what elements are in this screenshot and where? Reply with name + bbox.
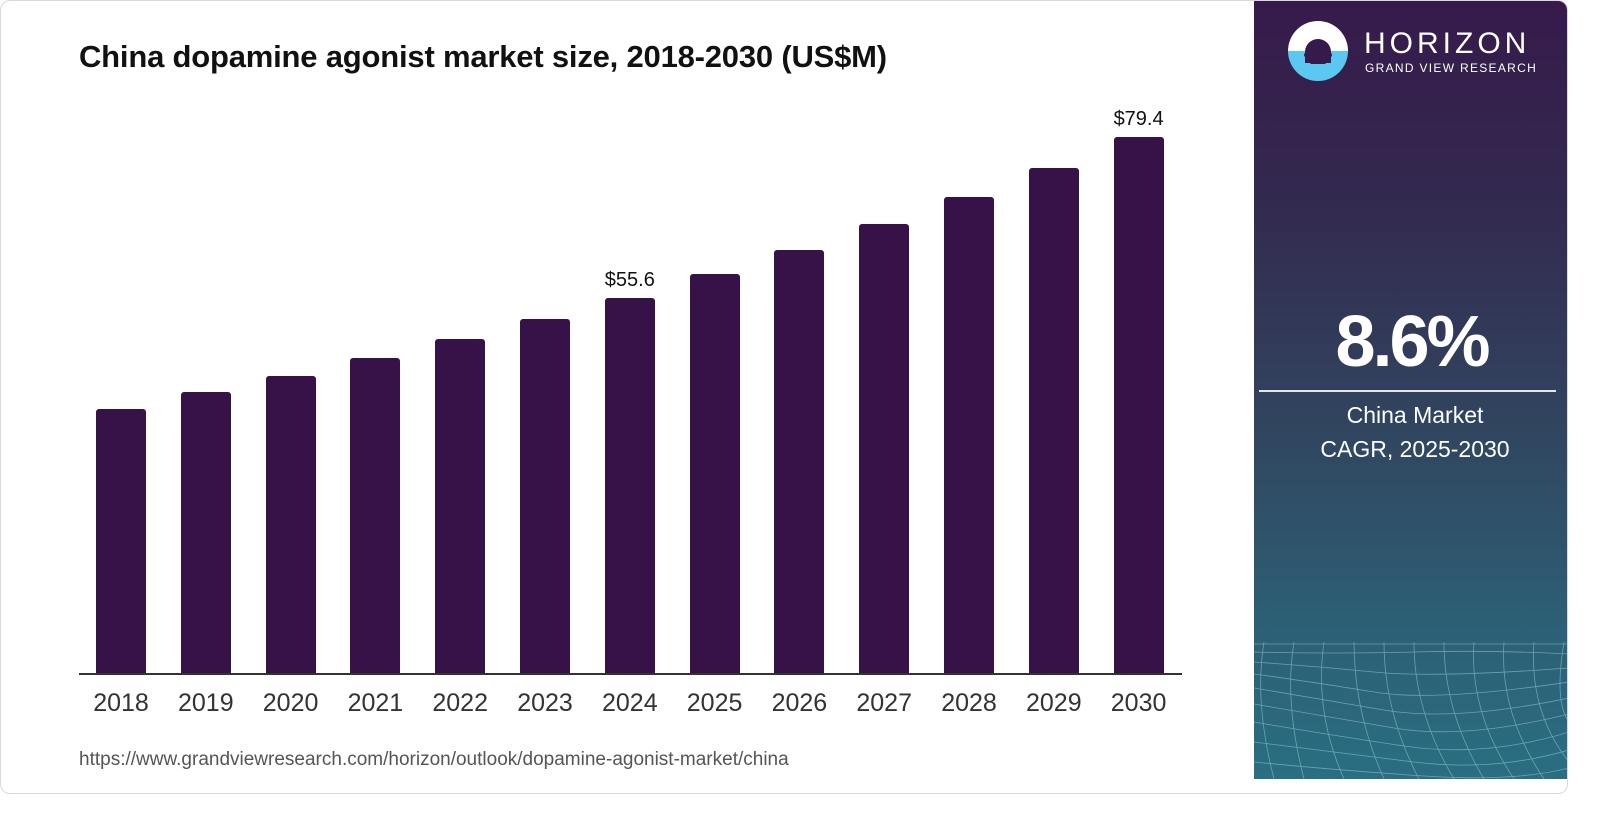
bar-2021: [350, 357, 401, 673]
x-tick-label: 2021: [347, 689, 404, 717]
cagr-value: 8.6%: [1335, 302, 1490, 382]
mesh-wave-decoration-icon: [1254, 642, 1567, 779]
bar-value-label: $55.6: [604, 268, 655, 291]
bar-2030: [1113, 137, 1164, 673]
x-tick-label: 2018: [93, 689, 149, 717]
brand-subtitle: GRAND VIEW RESEARCH: [1365, 61, 1538, 75]
bar-2019: [180, 392, 231, 673]
x-tick-label: 2024: [601, 689, 658, 717]
x-tick-label: 2026: [771, 689, 828, 717]
x-tick-label: 2028: [941, 689, 997, 717]
x-tick-label: 2019: [177, 689, 234, 717]
side-panel: HORIZON GRAND VIEW RESEARCH 8.6% China M…: [1254, 1, 1567, 779]
bar-value-label: $79.4: [1113, 108, 1164, 130]
bar-2029: [1028, 168, 1079, 673]
x-tick-label: 2027: [856, 689, 912, 717]
x-tick-label: 2020: [262, 689, 319, 717]
bar-2027: [859, 224, 910, 673]
x-tick-label: 2025: [686, 689, 743, 717]
bar-2023: [520, 319, 570, 673]
bar-2022: [435, 338, 486, 673]
x-tick-label: 2022: [432, 689, 488, 717]
brand-name: HORIZON: [1364, 27, 1531, 60]
chart-card: China dopamine agonist market size, 2018…: [0, 0, 1568, 794]
x-axis-line: [79, 673, 1182, 675]
bar-2025: [689, 274, 740, 673]
bar-2028: [944, 197, 994, 673]
chart-title: China dopamine agonist market size, 2018…: [79, 39, 887, 74]
x-tick-label: 2023: [517, 689, 573, 717]
divider: [1259, 390, 1556, 392]
cagr-label-line2: CAGR, 2025-2030: [1320, 436, 1510, 462]
horizon-sun-logo-icon: [1288, 21, 1348, 81]
source-url[interactable]: https://www.grandviewresearch.com/horizo…: [79, 749, 789, 770]
bar-2020: [265, 375, 316, 673]
bar-2024: [604, 297, 655, 673]
cagr-label-line1: China Market: [1346, 402, 1484, 428]
bar-2026: [774, 249, 825, 673]
x-tick-label: 2030: [1110, 689, 1167, 717]
bar-2018: [96, 409, 146, 673]
x-tick-label: 2029: [1025, 689, 1082, 717]
